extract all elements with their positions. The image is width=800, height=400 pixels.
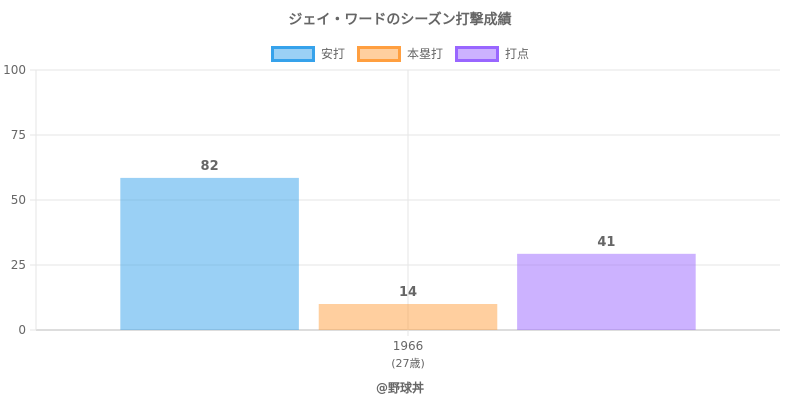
bar-data-label: 41 — [597, 235, 615, 250]
legend-item-home-runs[interactable]: 本塁打 — [356, 45, 443, 62]
legend-item-rbi[interactable]: 打点 — [455, 45, 529, 62]
bar-hits — [120, 177, 299, 330]
bar-data-label: 14 — [399, 285, 417, 300]
legend-label-home-runs: 本塁打 — [406, 47, 443, 61]
site-credit: @野球丼 — [375, 381, 424, 395]
x-tick-sublabel: (27歳) — [391, 357, 425, 370]
legend-swatch-home-runs — [356, 45, 401, 62]
legend-swatch-hits — [270, 45, 315, 62]
y-tick-label: 100 — [3, 63, 26, 77]
y-tick-label: 0 — [18, 323, 26, 337]
chart-legend: 安打 本塁打 打点 — [0, 45, 800, 62]
bar-rbi — [517, 253, 696, 330]
y-tick-label: 50 — [11, 193, 26, 207]
bar-home-runs — [318, 304, 498, 330]
legend-swatch-rbi — [455, 45, 499, 62]
y-tick-label: 25 — [11, 258, 26, 272]
chart-title: ジェイ・ワードのシーズン打撃成績 — [288, 12, 512, 28]
legend-label-hits: 安打 — [320, 47, 345, 61]
legend-item-hits[interactable]: 安打 — [270, 45, 345, 62]
x-tick-label: 1966 — [393, 339, 424, 353]
y-tick-label: 75 — [11, 128, 26, 142]
bar-data-label: 82 — [201, 159, 219, 174]
legend-label-rbi: 打点 — [505, 47, 530, 61]
